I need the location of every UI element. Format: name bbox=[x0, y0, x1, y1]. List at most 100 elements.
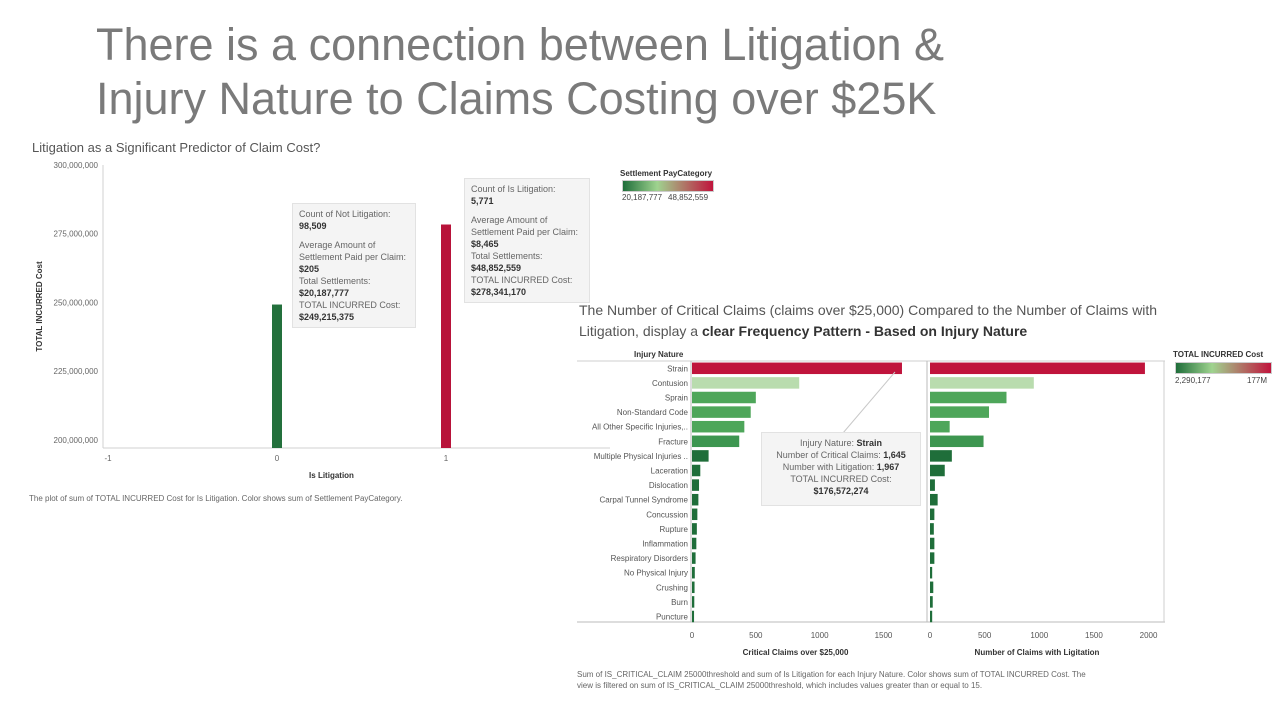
critical-bar-9 bbox=[692, 493, 699, 506]
chart1-caption: The plot of sum of TOTAL INCURRED Cost f… bbox=[29, 494, 403, 503]
litigation-bar-5 bbox=[930, 435, 984, 448]
chart2-caption-line2: view is filtered on sum of IS_CRITICAL_C… bbox=[577, 681, 983, 690]
litigation-bar-4 bbox=[930, 420, 950, 433]
critical-bar-10 bbox=[692, 508, 698, 521]
bar-litigation-0 bbox=[272, 304, 282, 448]
tt-avg-label-2: Settlement Paid per Claim: bbox=[471, 227, 579, 237]
x-axis-label-litigation: Number of Claims with Ligitation bbox=[975, 648, 1100, 657]
tt-critical-label: Number of Critical Claims: bbox=[776, 450, 884, 460]
x-tick-label: 1000 bbox=[811, 631, 829, 640]
chart2-title: The Number of Critical Claims (claims ov… bbox=[579, 300, 1179, 342]
x-axis-label-critical: Critical Claims over $25,000 bbox=[743, 648, 849, 657]
row-label: Fracture bbox=[658, 437, 688, 446]
row-label: Dislocation bbox=[649, 481, 688, 490]
tooltip-pointer bbox=[842, 371, 896, 434]
bar-litigation-1 bbox=[441, 224, 451, 448]
row-label: Puncture bbox=[656, 613, 689, 622]
litigation-bar-3 bbox=[930, 406, 990, 418]
x-tick-label: -1 bbox=[104, 454, 112, 463]
tt-litigation-value: 1,967 bbox=[876, 462, 900, 472]
critical-bar-15 bbox=[692, 581, 695, 594]
critical-bar-7 bbox=[692, 464, 701, 477]
row-label: Sprain bbox=[665, 394, 688, 403]
tt-total-settle-value: $48,852,559 bbox=[471, 263, 522, 273]
slide-title: There is a connection between Litigation… bbox=[96, 18, 1096, 126]
row-label: Burn bbox=[671, 598, 688, 607]
x-tick-label: 1000 bbox=[1030, 631, 1048, 640]
row-label: Respiratory Disorders bbox=[611, 554, 688, 563]
litigation-bar-7 bbox=[930, 464, 945, 477]
tt-avg-label-1: Average Amount of bbox=[471, 215, 548, 225]
row-label: All Other Specific Injuries,.. bbox=[592, 423, 688, 432]
legend1-title: Settlement PayCategory bbox=[620, 169, 713, 178]
tt-avg-label-1: Average Amount of bbox=[299, 240, 376, 250]
tt-critical-value: 1,645 bbox=[883, 450, 906, 460]
litigation-bar-11 bbox=[930, 523, 934, 535]
critical-bar-16 bbox=[692, 596, 695, 608]
tt-count-value: 98,509 bbox=[299, 221, 327, 231]
x-tick-label: 500 bbox=[749, 631, 763, 640]
tooltip-strain: Injury Nature: Strain Number of Critical… bbox=[761, 432, 921, 506]
legend2-title: TOTAL INCURRED Cost bbox=[1173, 350, 1264, 359]
tt-avg-value: $8,465 bbox=[471, 239, 499, 249]
row-label: No Physical Injury bbox=[624, 569, 688, 578]
litigation-bar-15 bbox=[930, 581, 934, 594]
row-label: Crushing bbox=[656, 583, 688, 592]
row-label: Rupture bbox=[660, 525, 689, 534]
litigation-bar-17 bbox=[930, 610, 933, 623]
slide-title-line1: There is a connection between Litigation… bbox=[96, 19, 945, 70]
critical-bar-0 bbox=[692, 362, 902, 375]
tt-total-cost-value: $278,341,170 bbox=[471, 287, 527, 297]
critical-bar-5 bbox=[692, 435, 740, 448]
litigation-bar-8 bbox=[930, 479, 935, 491]
row-label: Carpal Tunnel Syndrome bbox=[600, 496, 689, 505]
x-axis-label: Is Litigation bbox=[309, 471, 354, 480]
tt-total-cost-value: $249,215,375 bbox=[299, 312, 355, 322]
legend2-min: 2,290,177 bbox=[1175, 376, 1211, 385]
legend1-gradient bbox=[622, 180, 714, 192]
row-label: Contusion bbox=[652, 379, 688, 388]
tt-nature-label: Injury Nature: bbox=[799, 438, 857, 448]
legend2-gradient bbox=[1175, 362, 1272, 374]
y-tick-label: 250,000,000 bbox=[54, 298, 99, 307]
tooltip-is-litigation: Count of Is Litigation: 5,771 Average Am… bbox=[464, 178, 590, 303]
tt-cost-value: $176,572,274 bbox=[813, 486, 869, 496]
critical-bar-1 bbox=[692, 377, 800, 389]
x-tick-label: 1 bbox=[444, 454, 449, 463]
row-label: Concussion bbox=[646, 510, 688, 519]
chart2-title-bold: clear Frequency Pattern - Based on Injur… bbox=[701, 323, 1028, 339]
x-tick-label: 1500 bbox=[875, 631, 893, 640]
critical-bar-4 bbox=[692, 420, 745, 433]
row-label: Non-Standard Code bbox=[617, 408, 689, 417]
y-tick-label: 300,000,000 bbox=[54, 161, 99, 170]
x-tick-label: 1500 bbox=[1085, 631, 1103, 640]
tt-total-settle-value: $20,187,777 bbox=[299, 288, 350, 298]
y-tick-label: 225,000,000 bbox=[54, 367, 99, 376]
tt-total-settle-label: Total Settlements: bbox=[299, 276, 371, 286]
critical-bar-11 bbox=[692, 523, 697, 535]
x-tick-label: 0 bbox=[928, 631, 933, 640]
row-header: Injury Nature bbox=[634, 350, 684, 359]
legend1-min: 20,187,777 bbox=[622, 193, 663, 202]
chart2-caption: Sum of IS_CRITICAL_CLAIM 25000threshold … bbox=[577, 669, 1086, 691]
chart2-title-plain: The Number of Critical Claims (claims ov… bbox=[579, 302, 1158, 339]
litigation-bar-2 bbox=[930, 391, 1007, 404]
chart1-title: Litigation as a Significant Predictor of… bbox=[32, 140, 321, 155]
tt-total-settle-label: Total Settlements: bbox=[471, 251, 543, 261]
x-tick-label: 500 bbox=[978, 631, 992, 640]
injury-nature-bar-chart: Injury Nature Strain Contusion Sprain Non-St… bbox=[577, 350, 1165, 657]
litigation-bar-9 bbox=[930, 493, 938, 506]
tt-count-label: Count of Is Litigation: bbox=[471, 184, 556, 194]
y-tick-label: 200,000,000 bbox=[54, 436, 99, 445]
litigation-bar-0 bbox=[930, 362, 1145, 375]
legend2-max: 177M bbox=[1247, 376, 1268, 385]
x-tick-label: 0 bbox=[275, 454, 280, 463]
tt-count-value: 5,771 bbox=[471, 196, 494, 206]
litigation-bar-14 bbox=[930, 566, 933, 579]
litigation-bar-13 bbox=[930, 552, 935, 564]
litigation-bar-6 bbox=[930, 450, 952, 462]
critical-bar-2 bbox=[692, 391, 756, 404]
tt-avg-label-2: Settlement Paid per Claim: bbox=[299, 252, 407, 262]
row-label: Strain bbox=[667, 364, 688, 373]
